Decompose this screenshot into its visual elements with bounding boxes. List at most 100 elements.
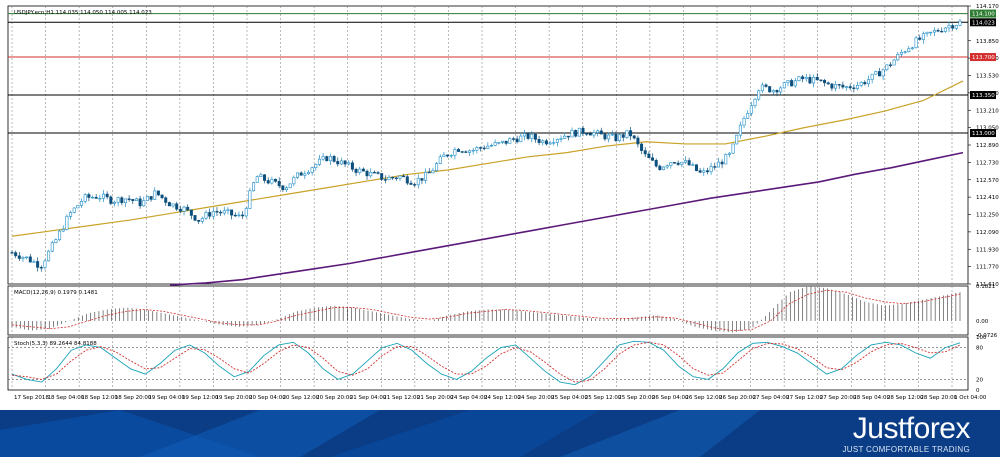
candle-body xyxy=(914,37,918,49)
candle-body xyxy=(402,175,406,178)
candle-body xyxy=(475,147,479,151)
candle-body xyxy=(21,257,25,259)
candle-body xyxy=(702,170,706,173)
candle-body xyxy=(361,168,365,172)
candle-body xyxy=(753,98,757,106)
candle-body xyxy=(405,176,409,184)
price-level-tag xyxy=(970,91,996,100)
x-tick-label: 24 Sep 20:00 xyxy=(518,395,555,401)
y-tick-label: 111.770 xyxy=(976,265,999,271)
candle-body xyxy=(398,175,402,179)
x-tick-label: 28 Sep 12:00 xyxy=(887,395,924,401)
candle-body xyxy=(28,256,32,263)
candle-body xyxy=(874,71,878,75)
candle-body xyxy=(526,133,530,139)
candle-body xyxy=(757,90,761,100)
y-tick-label: 113.850 xyxy=(976,39,999,45)
x-tick-label: 19 Sep 20:00 xyxy=(215,395,252,401)
candle-body xyxy=(394,177,398,179)
candle-body xyxy=(936,30,940,32)
candle-body xyxy=(186,206,190,211)
candle-body xyxy=(50,242,54,252)
x-tick-label: 26 Sep 12:00 xyxy=(685,395,722,401)
candle-body xyxy=(350,162,354,170)
candle-body xyxy=(834,84,838,89)
candle-body xyxy=(109,196,113,204)
price-level-label: 113.700 xyxy=(972,55,995,61)
brand-logo: Justforex xyxy=(852,412,971,445)
x-tick-label: 25 Sep 04:00 xyxy=(551,395,588,401)
candle-body xyxy=(156,190,160,196)
candle-body xyxy=(746,113,750,119)
candle-body xyxy=(888,64,892,66)
x-tick-label: 27 Sep 12:00 xyxy=(786,395,823,401)
candle-body xyxy=(391,176,395,179)
candle-body xyxy=(252,182,256,192)
candle-body xyxy=(877,71,881,77)
candle-body xyxy=(457,149,461,152)
candle-body xyxy=(409,182,413,185)
x-tick-label: 18 Sep 20:00 xyxy=(115,395,152,401)
price-level-tag xyxy=(970,9,996,18)
candle-body xyxy=(643,150,647,155)
brand-tagline: JUST COMFORTABLE TRADING xyxy=(842,445,970,454)
macd-y-tick-label: -0.0726 xyxy=(976,333,998,339)
x-tick-label: 27 Sep 04:00 xyxy=(753,395,790,401)
x-tick-label: 20 Sep 12:00 xyxy=(283,395,320,401)
candle-body xyxy=(698,170,702,173)
candle-body xyxy=(98,197,102,200)
candle-body xyxy=(713,166,717,168)
candle-body xyxy=(285,187,289,191)
candle-body xyxy=(921,33,925,40)
candle-body xyxy=(863,82,867,85)
macd-title: MACD(12,26,9) 0.1979 0.1481 xyxy=(14,290,98,296)
candle-body xyxy=(779,87,783,93)
candle-body xyxy=(618,134,622,142)
candle-body xyxy=(585,133,589,135)
candle-body xyxy=(105,193,109,198)
candle-body xyxy=(691,164,695,166)
stoch-y-tick-label: 0 xyxy=(976,388,980,394)
candle-body xyxy=(599,130,603,135)
candle-body xyxy=(621,134,625,138)
candle-body xyxy=(358,168,362,173)
x-tick-label: 19 Sep 12:00 xyxy=(182,395,219,401)
candle-body xyxy=(555,139,559,143)
candle-body xyxy=(735,134,739,145)
candle-body xyxy=(837,84,841,86)
candle-body xyxy=(69,212,73,217)
y-tick-label: 112.250 xyxy=(976,213,999,219)
candle-body xyxy=(91,196,95,199)
candle-body xyxy=(680,161,684,165)
stoch-y-tick-label: 20 xyxy=(976,377,983,383)
candle-body xyxy=(610,133,614,136)
candle-body xyxy=(508,138,512,144)
x-tick-label: 25 Sep 20:00 xyxy=(618,395,655,401)
candle-body xyxy=(453,149,457,156)
candle-body xyxy=(658,165,662,170)
candle-body xyxy=(749,105,753,114)
candle-body xyxy=(479,147,483,149)
candle-body xyxy=(665,165,669,168)
x-tick-label: 21 Sep 04:00 xyxy=(350,395,387,401)
candle-body xyxy=(486,145,490,149)
candle-body xyxy=(339,160,343,165)
candle-body xyxy=(380,173,384,180)
candle-body xyxy=(332,156,336,162)
candle-body xyxy=(431,170,435,174)
candle-body xyxy=(416,178,420,186)
candle-body xyxy=(365,170,369,177)
candle-body xyxy=(592,132,596,136)
candle-body xyxy=(673,162,677,164)
candle-body xyxy=(237,214,241,217)
price-level-label: 113.000 xyxy=(972,131,995,137)
candle-body xyxy=(241,214,245,217)
y-tick-label: 111.930 xyxy=(976,247,999,253)
candle-body xyxy=(537,139,541,143)
candle-body xyxy=(654,160,658,167)
candle-body xyxy=(343,160,347,165)
candle-body xyxy=(577,127,581,137)
candle-body xyxy=(288,183,292,189)
macd-y-tick-label: 0.1821 xyxy=(976,284,995,290)
candle-body xyxy=(500,140,504,143)
